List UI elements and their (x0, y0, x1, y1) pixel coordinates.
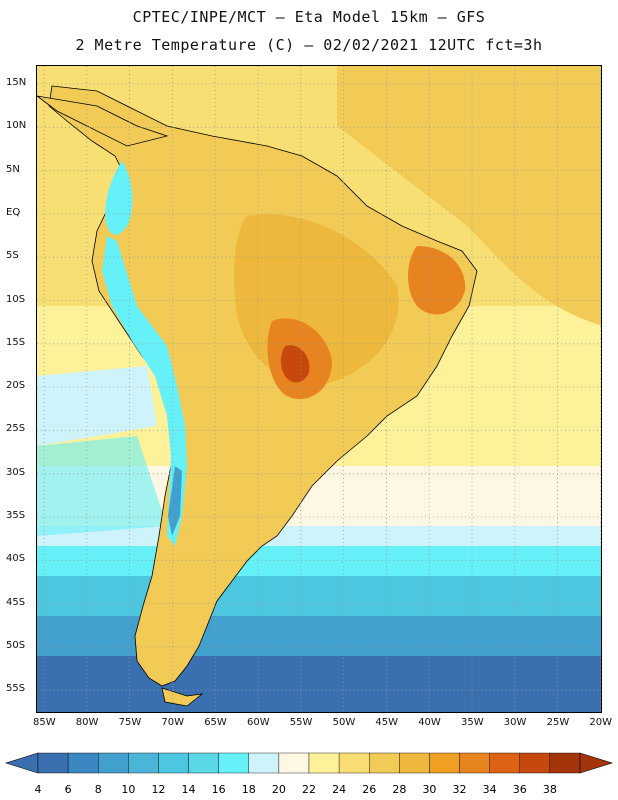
colorbar-swatch (98, 752, 129, 774)
colorbar-tick-label: 12 (151, 783, 165, 796)
ocean-band (37, 576, 601, 616)
lon-label: 55W (289, 717, 313, 728)
title-line-1: CPTEC/INPE/MCT – Eta Model 15km – GFS (132, 8, 486, 26)
lon-label: 75W (118, 717, 142, 728)
colorbar-swatch (218, 752, 249, 774)
lon-label: 45W (375, 717, 399, 728)
colorbar-tick-label: 22 (302, 783, 316, 796)
ocean-band (37, 616, 601, 656)
colorbar-tick-label: 20 (272, 783, 286, 796)
colorbar-tick-label: 26 (362, 783, 376, 796)
colorbar-swatch (338, 752, 370, 774)
pacific-cool-zone (37, 366, 157, 446)
lat-label: EQ (6, 206, 21, 218)
lon-label: 30W (503, 717, 527, 728)
andes-coldest-strip (168, 466, 182, 536)
colorbar-swatch (278, 752, 310, 774)
lon-label: 65W (204, 717, 227, 728)
colorbar-swatch (369, 752, 400, 774)
ocean-band (37, 656, 601, 712)
colorbar-swatch (128, 752, 159, 774)
colorbar-tick-label: 14 (182, 783, 196, 796)
colorbar-tick-label: 34 (483, 783, 497, 796)
lon-label: 25W (546, 717, 570, 728)
lat-label: 55S (6, 683, 26, 695)
lat-label: 10N (6, 120, 27, 132)
colorbar-tick-label: 8 (95, 783, 102, 796)
colorbar-high-arrow (579, 752, 614, 774)
lon-label: 50W (332, 717, 356, 728)
lon-label: 80W (75, 717, 99, 728)
colorbar-tick-label: 30 (422, 783, 436, 796)
color-scale-bar: 4 6 8 10 12 14 16 18 20 22 24 26 28 30 32 34 36 38 (4, 752, 614, 796)
colorbar-tick-label: 28 (392, 783, 406, 796)
lat-label: 5N (6, 163, 20, 175)
lat-lon-gridlines (37, 66, 601, 712)
colorbar-tick-label: 16 (212, 783, 226, 796)
colorbar-swatch (308, 752, 340, 774)
lat-label: 15S (6, 336, 26, 348)
lat-label: 5S (6, 250, 19, 262)
colorbar-tick-label: 24 (332, 783, 346, 796)
lat-label: 20S (6, 380, 26, 392)
hottest-core (280, 345, 310, 383)
andes-cold-strip (102, 236, 187, 546)
south-america-land (48, 85, 478, 687)
north-andes-cold (105, 161, 133, 235)
pacific-cold-current (37, 436, 167, 536)
lon-label: 35W (461, 717, 484, 728)
colorbar-swatch (248, 752, 280, 774)
colorbar-tick-label: 32 (453, 783, 467, 796)
lon-label: 40W (418, 717, 441, 728)
colorbar-swatch (37, 752, 69, 774)
lat-label: 35S (6, 510, 26, 521)
colorbar-swatch (67, 752, 99, 774)
colorbar-swatch (489, 752, 520, 774)
colorbar-tick-label: 36 (513, 783, 527, 796)
atlantic-warm-zone (337, 66, 601, 326)
colorbar-swatch (399, 752, 430, 774)
central-america-land (37, 95, 169, 147)
colorbar-swatch (459, 752, 490, 774)
lat-label: 45S (6, 596, 26, 608)
map-panel (36, 65, 602, 713)
lon-label: 85W (33, 717, 56, 728)
lat-label: 40S (6, 553, 26, 565)
lat-label: 25S (6, 423, 26, 435)
lat-label: 50S (6, 639, 26, 651)
title-line-2: 2 Metre Temperature (C) – 02/02/2021 12U… (75, 36, 543, 54)
lat-label: 30S (6, 466, 26, 478)
ocean-band (37, 546, 601, 576)
colorbar-tick-label: 6 (65, 783, 72, 796)
colorbar-swatch (429, 752, 460, 774)
colorbar-swatch (158, 752, 189, 774)
colorbar-tick-label: 10 (121, 783, 135, 796)
temperature-map (37, 66, 601, 712)
colorbar-swatch (519, 752, 551, 774)
lat-label: 10S (6, 293, 26, 305)
colorbar-swatch (188, 752, 219, 774)
colorbar-swatch (549, 752, 581, 774)
lon-label: 70W (161, 717, 185, 728)
colorbar-tick-label: 4 (35, 783, 42, 796)
lon-label: 20W (589, 717, 613, 728)
northeast-hot-area (408, 246, 466, 315)
lon-label: 60W (247, 717, 270, 728)
tierra-del-fuego (161, 687, 204, 707)
colorbar-tick-label: 38 (543, 783, 557, 796)
colorbar-low-arrow (4, 752, 39, 774)
colorbar-tick-label: 18 (242, 783, 256, 796)
lat-label: 15N (6, 77, 27, 88)
